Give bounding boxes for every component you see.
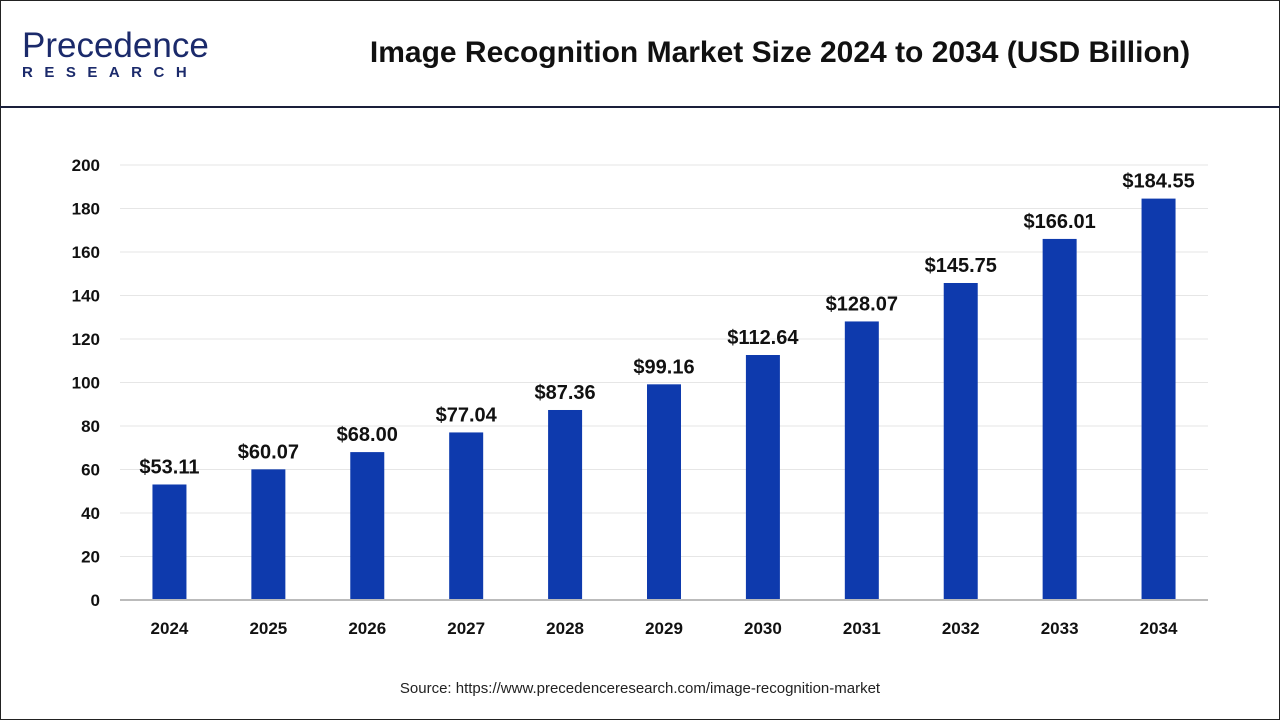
data-label: $60.07 — [238, 441, 299, 463]
y-tick-label: 20 — [81, 548, 100, 567]
x-tick-label: 2026 — [348, 619, 386, 638]
bar — [152, 484, 187, 600]
data-label: $112.64 — [727, 327, 799, 349]
header: Precedence RESEARCH Image Recognition Ma… — [0, 0, 1280, 108]
y-tick-label: 0 — [91, 591, 100, 610]
bar — [548, 409, 583, 600]
logo-sub-text: RESEARCH — [22, 64, 199, 81]
logo-main-text: Precedence — [22, 26, 209, 65]
y-tick-label: 120 — [72, 330, 100, 349]
y-tick-label: 80 — [81, 417, 100, 436]
y-tick-label: 160 — [72, 243, 100, 262]
x-tick-label: 2032 — [942, 619, 980, 638]
data-label: $128.07 — [826, 293, 898, 315]
bar — [745, 355, 780, 600]
bar — [844, 321, 879, 600]
bar — [647, 384, 681, 600]
source-text: Source: https://www.precedenceresearch.c… — [399, 680, 881, 697]
logo: Precedence RESEARCH — [22, 26, 209, 82]
x-tick-label: 2028 — [546, 619, 584, 638]
bar — [449, 432, 484, 600]
x-tick-label: 2034 — [1140, 619, 1178, 638]
x-tick-label: 2031 — [843, 619, 881, 638]
data-label: $145.75 — [925, 255, 997, 277]
bar — [1141, 198, 1176, 600]
y-tick-label: 140 — [72, 287, 100, 306]
bar — [943, 282, 978, 600]
chart-title: Image Recognition Market Size 2024 to 20… — [369, 36, 1191, 69]
data-label: $77.04 — [436, 404, 498, 426]
x-tick-label: 2027 — [447, 619, 485, 638]
y-tick-label: 40 — [81, 504, 100, 523]
data-label: $87.36 — [535, 382, 596, 404]
x-tick-label: 2025 — [249, 619, 287, 638]
x-tick-label: 2033 — [1041, 619, 1079, 638]
y-tick-label: 180 — [72, 200, 100, 219]
y-tick-label: 100 — [72, 374, 100, 393]
data-label: $68.00 — [337, 424, 398, 446]
data-label: $166.01 — [1023, 211, 1095, 233]
bar — [251, 469, 286, 600]
data-label: $184.55 — [1122, 171, 1194, 193]
data-label: $53.11 — [139, 456, 199, 478]
bar — [350, 452, 385, 600]
y-tick-label: 60 — [81, 461, 100, 480]
x-tick-label: 2029 — [645, 619, 683, 638]
x-tick-label: 2030 — [744, 619, 782, 638]
x-tick-label: 2024 — [151, 619, 189, 638]
y-tick-label: 200 — [72, 156, 100, 175]
bar — [1042, 238, 1077, 600]
data-label: $99.16 — [633, 356, 694, 378]
